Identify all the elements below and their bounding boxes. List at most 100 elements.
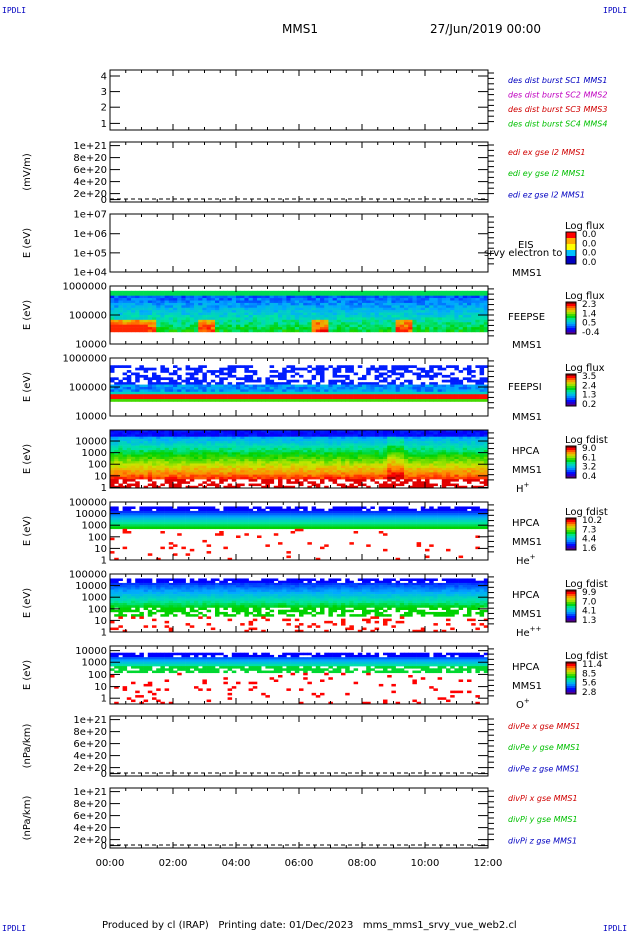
hpca_h-pixel bbox=[194, 456, 199, 460]
feepsi-pixel bbox=[122, 387, 128, 390]
feepsi-pixel bbox=[139, 396, 144, 400]
feepsi-pixel bbox=[366, 384, 371, 388]
hpca_h-pixel bbox=[236, 472, 241, 475]
hpca_h-pixel bbox=[244, 459, 249, 462]
hpca_h-pixel bbox=[357, 479, 363, 482]
feepse-pixel bbox=[261, 295, 266, 299]
feepse-pixel bbox=[303, 302, 308, 306]
feepse-pixel bbox=[114, 302, 119, 306]
feepse-pixel bbox=[147, 305, 153, 309]
feepse-pixel bbox=[278, 295, 283, 299]
feepse-pixel bbox=[114, 322, 119, 325]
feepse-pixel bbox=[370, 302, 375, 306]
feepse-pixel bbox=[311, 290, 317, 294]
feepse-pixel bbox=[429, 310, 434, 313]
hpca_he-pixel bbox=[244, 508, 249, 512]
feepsi-pixel bbox=[404, 384, 409, 388]
hpca_h-pixel bbox=[315, 463, 321, 466]
hpca_h-pixel bbox=[446, 467, 451, 471]
hpca_h-pixel bbox=[282, 445, 287, 449]
feepsi-pixel bbox=[286, 394, 291, 397]
hpca_h-pixel bbox=[454, 472, 459, 475]
feepsi-pixel bbox=[370, 365, 375, 368]
feepse-pixel bbox=[353, 300, 359, 304]
hpca_h-pixel bbox=[244, 434, 249, 437]
feepsi-pixel bbox=[332, 372, 338, 376]
hpca_h-pixel bbox=[320, 461, 325, 464]
hpca_h-pixel bbox=[332, 438, 338, 442]
feepsi-pixel bbox=[479, 396, 485, 400]
hpca_he-pixel bbox=[391, 506, 396, 509]
hpca_h-pixel bbox=[189, 452, 195, 455]
feepse-pixel bbox=[303, 290, 308, 294]
feepse-pixel bbox=[391, 307, 396, 311]
hpca_h-pixel bbox=[378, 467, 384, 471]
hpca_h-pixel bbox=[387, 450, 392, 453]
feepse-pixel bbox=[307, 312, 312, 316]
feepse-pixel bbox=[420, 295, 426, 299]
hpca_h-pixel bbox=[374, 456, 380, 460]
hpca_h-pixel bbox=[261, 470, 266, 473]
feepse-pixel bbox=[311, 329, 317, 333]
hpca_h-pixel bbox=[412, 476, 417, 480]
feepsi-pixel bbox=[202, 394, 207, 397]
feepse-pixel bbox=[315, 322, 321, 325]
feepsi-pixel bbox=[139, 399, 144, 402]
feepse-pixel bbox=[454, 319, 459, 323]
hpca_h-pixel bbox=[168, 436, 174, 440]
hpca_h-pixel bbox=[215, 459, 220, 462]
hpca_h-pixel bbox=[135, 432, 140, 435]
feepsi-pixel bbox=[152, 399, 157, 402]
hpca_h-pixel bbox=[164, 434, 170, 437]
hpca_h-pixel bbox=[362, 443, 367, 446]
hpca_h-pixel bbox=[357, 483, 363, 487]
hpca_h-pixel bbox=[122, 434, 128, 437]
feepsi-pixel bbox=[425, 394, 430, 397]
feepsi-pixel bbox=[135, 396, 140, 400]
feepsi-pixel bbox=[177, 377, 182, 381]
hpca_h-pixel bbox=[257, 465, 262, 469]
feepse-pixel bbox=[307, 317, 312, 321]
hpca_h-pixel bbox=[143, 441, 149, 444]
feepse-pixel bbox=[311, 298, 317, 301]
feepse-pixel bbox=[152, 300, 157, 304]
hpca_h-pixel bbox=[462, 441, 468, 444]
feepsi-pixel bbox=[299, 374, 304, 378]
feepse-pixel bbox=[198, 327, 203, 330]
feepsi-pixel bbox=[143, 394, 149, 397]
feepse-pixel bbox=[290, 305, 296, 309]
hpca_h-pixel bbox=[114, 432, 119, 435]
hpca_h-pixel bbox=[441, 441, 447, 444]
hpca_h-pixel bbox=[404, 459, 409, 462]
hpca_h-pixel bbox=[374, 461, 380, 464]
hpca_h-pixel bbox=[160, 443, 165, 446]
hpca_h-pixel bbox=[290, 445, 296, 449]
hpca_h-pixel bbox=[244, 438, 249, 442]
hpca_h-pixel bbox=[303, 459, 308, 462]
hpca_h-pixel bbox=[185, 463, 191, 466]
feepse-pixel bbox=[366, 322, 371, 325]
hpca_h-pixel bbox=[236, 434, 241, 437]
hpca_h-pixel bbox=[467, 461, 472, 464]
hpca_h-pixel bbox=[198, 461, 203, 464]
hpca_h-pixel bbox=[454, 463, 459, 466]
hpca_h-pixel bbox=[328, 472, 333, 475]
hpca_h-pixel bbox=[387, 474, 392, 478]
feepse-pixel bbox=[160, 290, 165, 294]
hpca_h-pixel bbox=[446, 479, 451, 482]
feepse-pixel bbox=[387, 317, 392, 321]
feepsi-pixel bbox=[227, 365, 233, 368]
feepse-pixel bbox=[311, 310, 317, 313]
feepse-pixel bbox=[345, 307, 350, 311]
hpca_h-pixel bbox=[378, 432, 384, 435]
hpca_h-pixel bbox=[206, 470, 212, 473]
hpca_h-pixel bbox=[420, 443, 426, 446]
hpca_he-pixel bbox=[383, 510, 388, 514]
hpca_h-pixel bbox=[446, 483, 451, 487]
hpca_he-pixel bbox=[395, 513, 401, 516]
feepse-pixel bbox=[227, 312, 233, 316]
feepse-pixel bbox=[299, 329, 304, 333]
feepsi-pixel bbox=[378, 372, 384, 376]
hpca_h-pixel bbox=[248, 432, 254, 435]
hpca_h-pixel bbox=[290, 432, 296, 435]
